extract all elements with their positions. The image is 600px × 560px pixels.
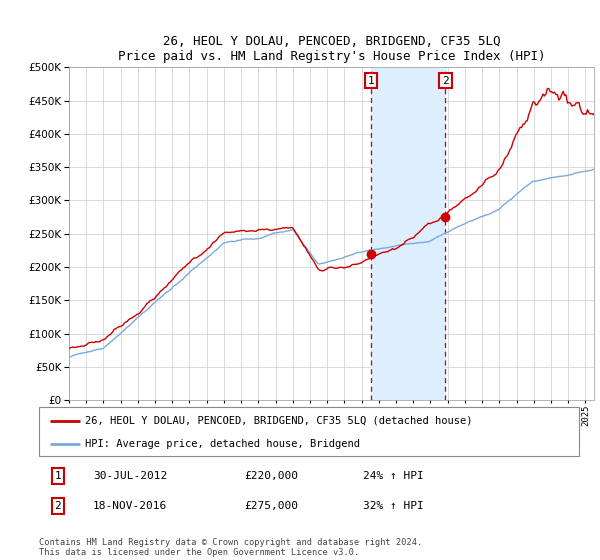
FancyBboxPatch shape	[39, 407, 579, 456]
Text: 2: 2	[55, 501, 61, 511]
Bar	[371, 67, 445, 400]
Text: 26, HEOL Y DOLAU, PENCOED, BRIDGEND, CF35 5LQ (detached house): 26, HEOL Y DOLAU, PENCOED, BRIDGEND, CF3…	[85, 416, 472, 426]
Text: Contains HM Land Registry data © Crown copyright and database right 2024.
This d: Contains HM Land Registry data © Crown c…	[39, 538, 422, 557]
Text: £220,000: £220,000	[244, 471, 298, 481]
Text: 30-JUL-2012: 30-JUL-2012	[93, 471, 167, 481]
Text: 1: 1	[368, 76, 374, 86]
Text: £275,000: £275,000	[244, 501, 298, 511]
Text: 32% ↑ HPI: 32% ↑ HPI	[363, 501, 424, 511]
Title: 26, HEOL Y DOLAU, PENCOED, BRIDGEND, CF35 5LQ
Price paid vs. HM Land Registry's : 26, HEOL Y DOLAU, PENCOED, BRIDGEND, CF3…	[118, 35, 545, 63]
Text: 2: 2	[442, 76, 449, 86]
Text: HPI: Average price, detached house, Bridgend: HPI: Average price, detached house, Brid…	[85, 439, 360, 449]
Text: 24% ↑ HPI: 24% ↑ HPI	[363, 471, 424, 481]
Text: 1: 1	[55, 471, 61, 481]
Text: 18-NOV-2016: 18-NOV-2016	[93, 501, 167, 511]
